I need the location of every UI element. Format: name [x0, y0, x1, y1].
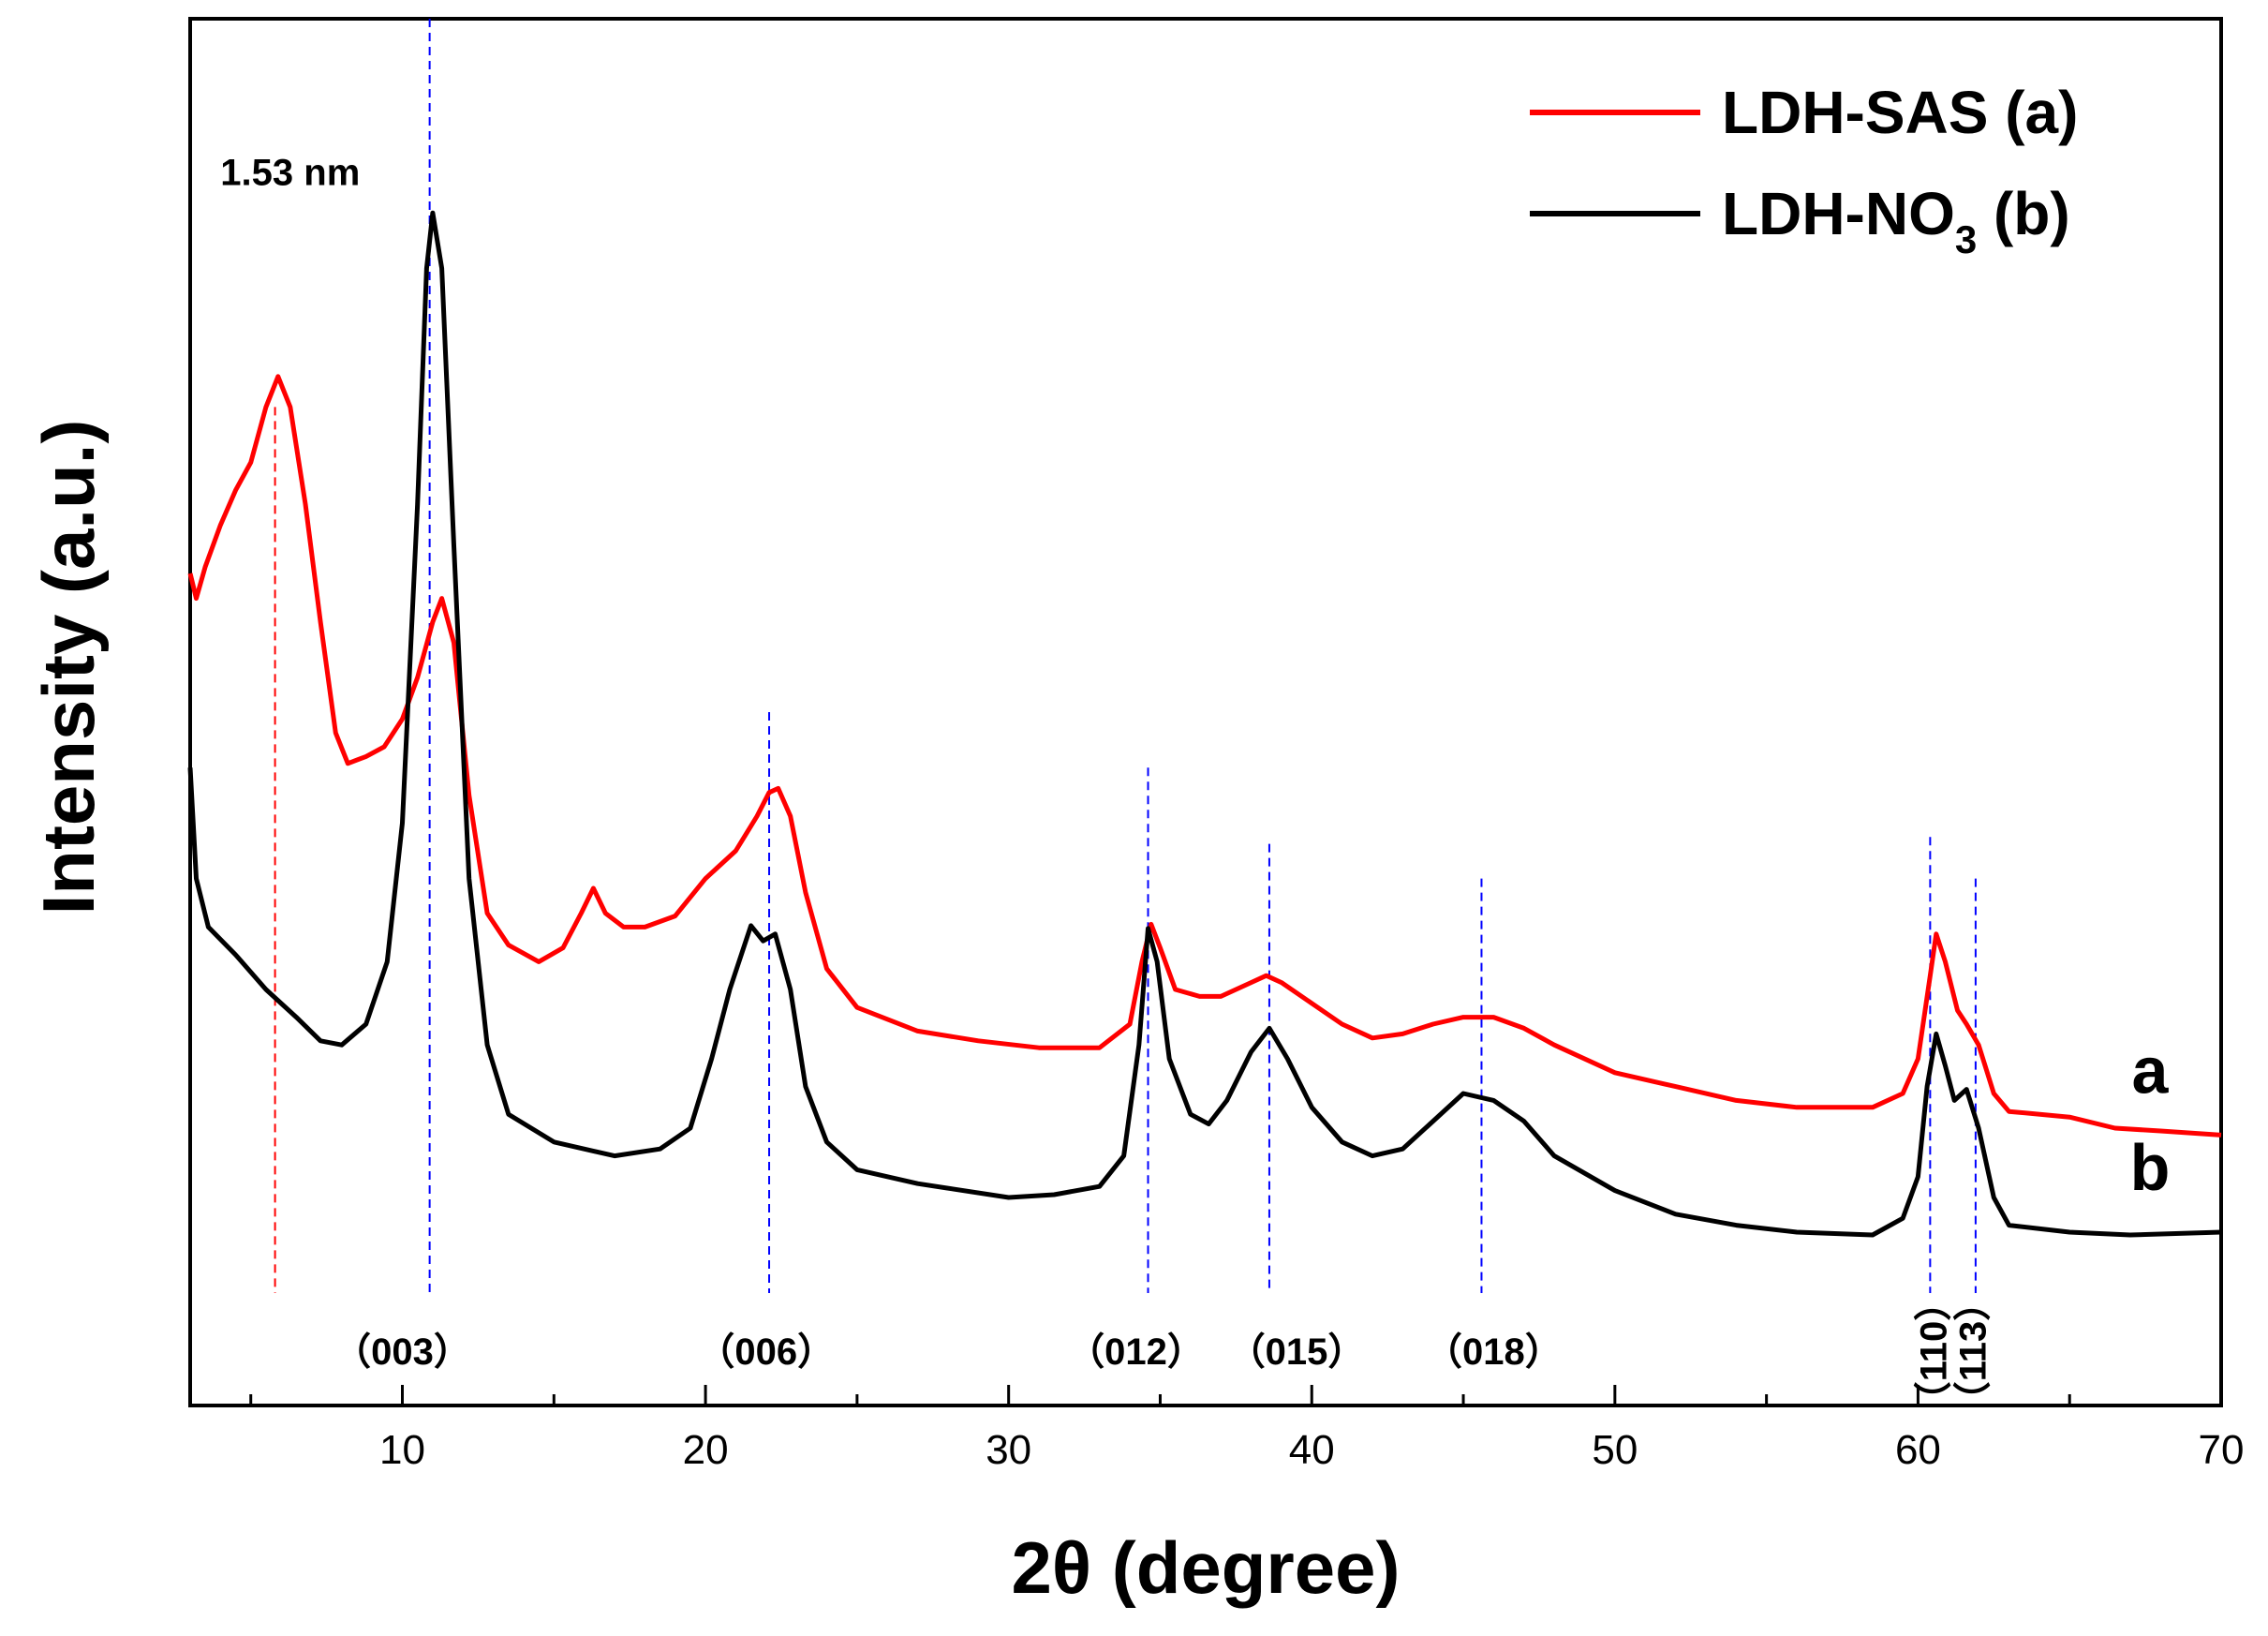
- x-tick-label: 40: [1289, 1427, 1335, 1473]
- y-axis-title: Intensity (a.u.): [27, 420, 110, 915]
- curves: [187, 210, 2222, 1238]
- hkl-label-6: （113）: [1953, 1284, 1994, 1420]
- curve-tags: ab: [2130, 1034, 2171, 1204]
- x-axis-title: 2θ (degree): [1012, 1526, 1401, 1609]
- hkl-label-2: （012）: [1067, 1331, 1205, 1373]
- x-tick-label: 50: [1592, 1427, 1638, 1473]
- reference-lines: [274, 19, 1977, 1293]
- hkl-label-1: （006）: [697, 1331, 835, 1373]
- hkl-labels: （003） （006） （012） （015） （018） （110）（113）: [334, 1284, 1994, 1420]
- legend-label-0: LDH-SAS (a): [1722, 79, 2078, 146]
- x-tick-label: 30: [986, 1427, 1031, 1473]
- x-tick-label: 70: [2199, 1427, 2245, 1473]
- x-tick-label: 20: [683, 1427, 729, 1473]
- annotations: 0.85 nm1.53 nm: [220, 153, 360, 194]
- x-tick-label: 60: [1895, 1427, 1941, 1473]
- series-line-1: [187, 210, 2222, 1238]
- legend: LDH-SAS (a) LDH-NO3 (b): [1530, 79, 2078, 261]
- plot-frame: [188, 17, 2223, 1407]
- curve-tag-0: a: [2132, 1034, 2170, 1107]
- series-line-0: [187, 374, 2222, 1138]
- spacing-annotation-1: 1.53 nm: [220, 153, 360, 194]
- legend-label-1: LDH-NO3 (b): [1722, 180, 2070, 261]
- hkl-label-0: （003）: [334, 1331, 471, 1373]
- x-tick-label: 10: [379, 1427, 425, 1473]
- hkl-label-3: （015）: [1228, 1331, 1366, 1373]
- curve-tag-1: b: [2130, 1131, 2171, 1204]
- hkl-label-4: （018）: [1425, 1331, 1563, 1373]
- x-axis-ticks: 10 20 30 40 50 60 70: [249, 1385, 2245, 1473]
- hkl-label-5: （110）: [1914, 1284, 1955, 1420]
